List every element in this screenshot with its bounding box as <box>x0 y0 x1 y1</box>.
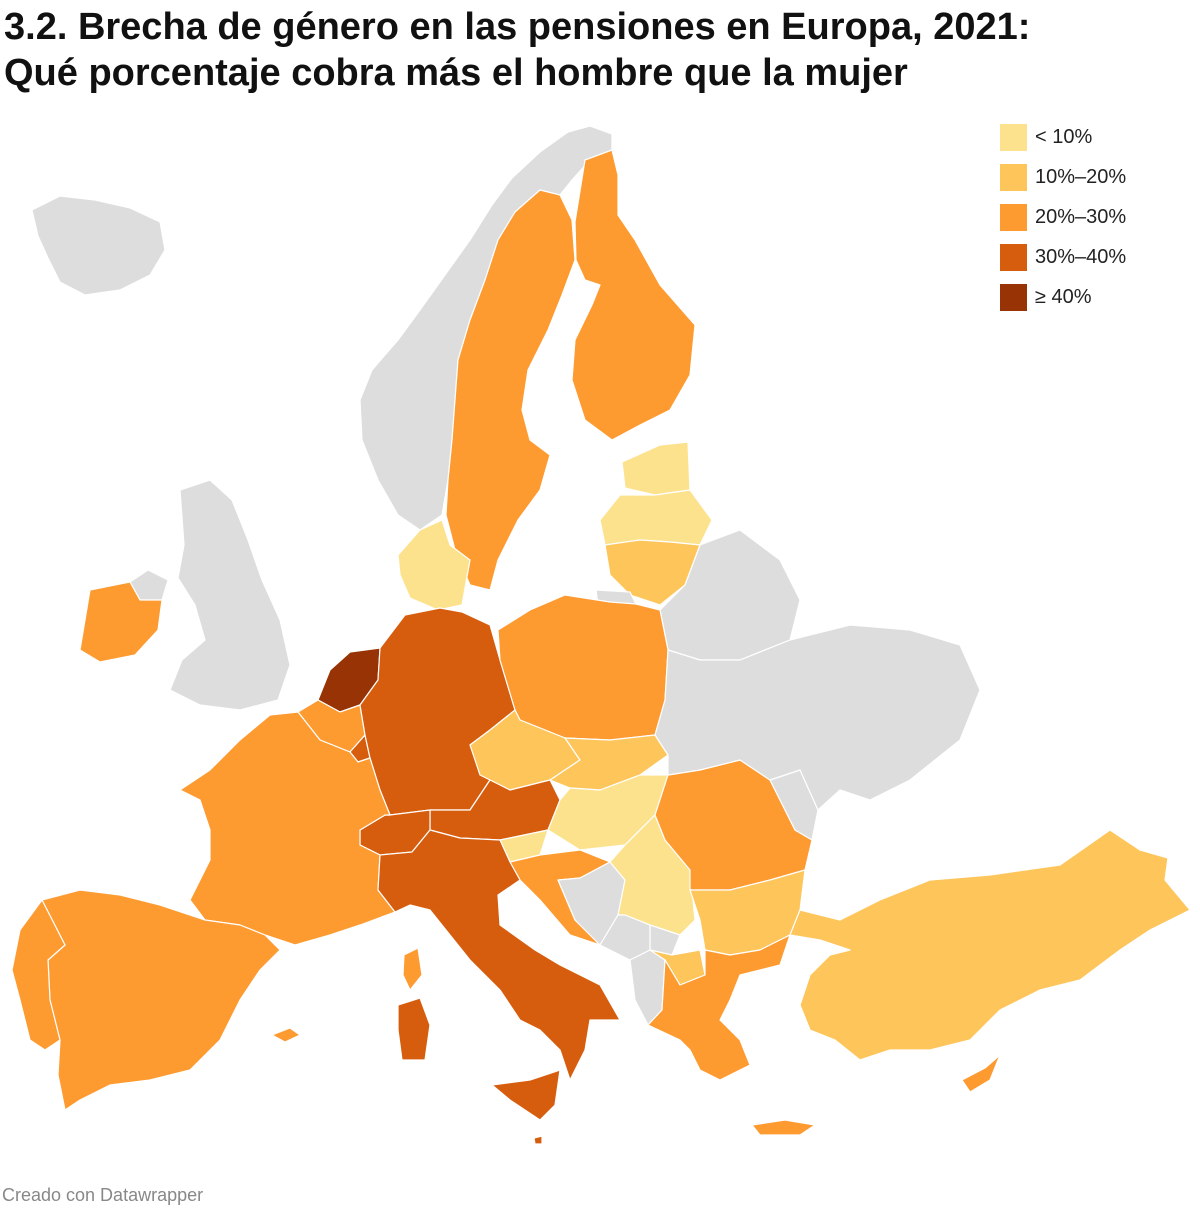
legend-swatch <box>1000 164 1027 191</box>
legend-item: 10%–20% <box>1000 164 1190 204</box>
legend-swatch <box>1000 124 1027 151</box>
country-letonia <box>599 489 713 546</box>
country-irlanda <box>79 581 163 663</box>
country-ucrania <box>654 624 981 811</box>
country-portugal <box>11 899 66 1051</box>
europe-choropleth-map <box>0 110 1200 1170</box>
map-svg <box>11 125 1191 1145</box>
country-italia <box>397 997 431 1061</box>
country-malta <box>533 1135 543 1145</box>
legend-label: ≥ 40% <box>1035 286 1092 308</box>
country-polonia <box>497 594 669 741</box>
credit-footer: Creado con Datawrapper <box>2 1185 204 1205</box>
country-grecia <box>647 934 791 1081</box>
country-francia <box>402 947 423 991</box>
legend-item: ≥ 40% <box>1000 284 1190 324</box>
country-finlandia <box>571 149 696 441</box>
country-serbia <box>609 814 696 936</box>
country-suecia <box>445 189 576 591</box>
country-grecia <box>751 1119 816 1136</box>
title-line-1: 3.2. Brecha de género en las pensiones e… <box>4 6 1031 48</box>
legend-label: 30%–40% <box>1035 246 1127 268</box>
legend-label: 10%–20% <box>1035 166 1127 188</box>
legend-swatch <box>1000 284 1027 311</box>
country-dinamarca <box>397 519 471 611</box>
legend-swatch <box>1000 204 1027 231</box>
country-estonia <box>621 441 691 496</box>
country-chipre <box>961 1054 1001 1093</box>
country-italia <box>377 829 621 1081</box>
country-reino-unido <box>169 479 291 711</box>
legend-item: 30%–40% <box>1000 244 1190 284</box>
country-españa <box>271 1027 301 1043</box>
legend-swatch <box>1000 244 1027 271</box>
chart-title: 3.2. Brecha de género en las pensiones e… <box>4 4 1184 96</box>
country-turquía <box>789 829 1191 1061</box>
legend-item: < 10% <box>1000 124 1190 164</box>
country-italia <box>491 1069 561 1121</box>
legend-label: < 10% <box>1035 126 1093 148</box>
country-islandia <box>31 195 166 296</box>
map-legend: < 10% 10%–20% 20%–30% 30%–40% ≥ 40% <box>1000 124 1190 324</box>
legend-label: 20%–30% <box>1035 206 1127 228</box>
legend-item: 20%–30% <box>1000 204 1190 244</box>
title-line-2: Qué porcentaje cobra más el hombre que l… <box>4 52 908 94</box>
